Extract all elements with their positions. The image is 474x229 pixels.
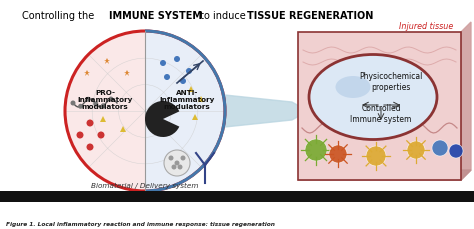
- Polygon shape: [461, 23, 471, 180]
- Wedge shape: [145, 101, 179, 137]
- Circle shape: [109, 97, 113, 102]
- Circle shape: [93, 102, 98, 107]
- Circle shape: [164, 75, 170, 81]
- Circle shape: [86, 120, 93, 127]
- Wedge shape: [65, 32, 145, 191]
- Text: Controlled
Immune system: Controlled Immune system: [350, 104, 412, 123]
- Ellipse shape: [309, 55, 437, 140]
- Circle shape: [76, 132, 83, 139]
- Circle shape: [101, 104, 106, 109]
- Circle shape: [432, 140, 448, 156]
- Polygon shape: [298, 170, 471, 180]
- Text: PRO-
Inflammatory
modulators: PRO- Inflammatory modulators: [77, 90, 133, 109]
- Text: TISSUE REGENERATION: TISSUE REGENERATION: [247, 11, 374, 21]
- Text: Physicochemical
properties: Physicochemical properties: [359, 72, 423, 91]
- Circle shape: [164, 150, 190, 176]
- Circle shape: [329, 145, 347, 163]
- Circle shape: [180, 79, 186, 85]
- Text: IMMUNE SYSTEM: IMMUNE SYSTEM: [109, 11, 202, 21]
- Circle shape: [168, 156, 173, 161]
- Circle shape: [181, 156, 185, 161]
- Circle shape: [71, 101, 75, 106]
- Bar: [0, 191, 474, 202]
- Text: Injured tissue: Injured tissue: [399, 22, 453, 31]
- Circle shape: [305, 139, 327, 161]
- Text: Figure 1. Local inflammatory reaction and immune response: tissue regeneration: Figure 1. Local inflammatory reaction an…: [6, 221, 275, 226]
- Circle shape: [86, 144, 93, 151]
- Text: Controlling the: Controlling the: [22, 11, 97, 21]
- Text: ANTI-
Inflammatory
modulators: ANTI- Inflammatory modulators: [159, 90, 215, 109]
- Ellipse shape: [336, 77, 371, 98]
- Text: to induce: to induce: [197, 11, 249, 21]
- Circle shape: [78, 104, 83, 109]
- Wedge shape: [145, 32, 225, 191]
- Circle shape: [174, 57, 180, 63]
- Circle shape: [177, 165, 182, 170]
- Circle shape: [366, 146, 386, 166]
- Polygon shape: [225, 95, 308, 128]
- Circle shape: [172, 165, 176, 170]
- Circle shape: [160, 61, 166, 67]
- Circle shape: [407, 141, 425, 159]
- Text: Biomaterial / Delivery system: Biomaterial / Delivery system: [91, 182, 199, 188]
- Bar: [298, 33, 461, 180]
- Circle shape: [98, 132, 104, 139]
- Circle shape: [174, 161, 180, 166]
- Circle shape: [449, 144, 463, 158]
- Circle shape: [186, 69, 192, 75]
- Circle shape: [86, 97, 91, 102]
